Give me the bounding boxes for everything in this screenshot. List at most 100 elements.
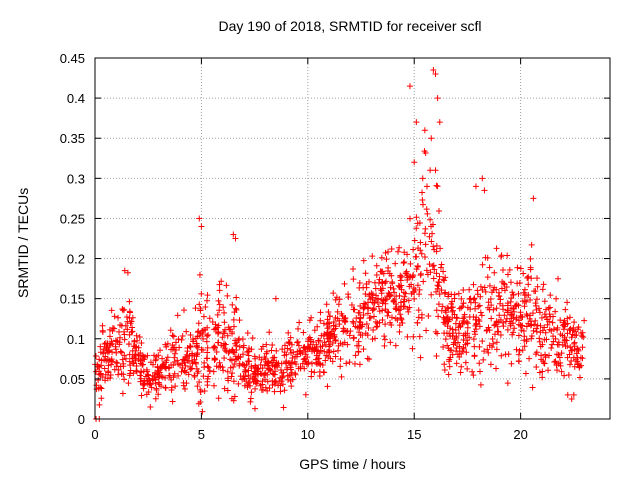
data-point	[394, 317, 401, 324]
data-point	[363, 281, 370, 288]
data-point	[540, 281, 547, 288]
data-point	[442, 307, 449, 314]
data-point	[270, 371, 277, 378]
data-point	[372, 296, 379, 303]
data-point	[262, 376, 269, 383]
data-point	[384, 268, 391, 275]
data-point	[334, 308, 341, 315]
data-point	[416, 291, 423, 298]
data-point	[193, 360, 200, 367]
data-point	[567, 344, 574, 351]
data-point	[241, 382, 248, 389]
data-point	[211, 355, 218, 362]
data-point	[223, 282, 230, 289]
data-point	[433, 182, 440, 189]
data-point	[513, 346, 520, 353]
data-point	[300, 329, 307, 336]
data-point	[106, 326, 113, 333]
data-point	[332, 296, 339, 303]
data-point	[324, 316, 331, 323]
data-point	[173, 346, 180, 353]
data-point	[536, 335, 543, 342]
data-point	[537, 322, 544, 329]
data-point	[350, 335, 357, 342]
data-point	[376, 276, 383, 283]
data-point	[102, 353, 109, 360]
data-point-outlier	[419, 175, 426, 182]
data-point	[338, 373, 345, 380]
data-point-outlier	[413, 119, 420, 126]
data-point	[347, 328, 354, 335]
data-point	[493, 339, 500, 346]
data-point	[341, 327, 348, 334]
data-point	[417, 272, 424, 279]
data-point	[361, 300, 368, 307]
y-tick-label: 0.2	[67, 252, 85, 267]
data-point	[180, 307, 187, 314]
data-point	[430, 243, 437, 250]
data-point	[515, 290, 522, 297]
data-point	[427, 167, 434, 174]
data-point	[476, 368, 483, 375]
data-point	[404, 272, 411, 279]
data-point	[485, 349, 492, 356]
data-point	[371, 313, 378, 320]
data-point	[262, 384, 269, 391]
data-point	[201, 387, 208, 394]
data-point	[283, 366, 290, 373]
data-point	[528, 321, 535, 328]
data-point	[193, 353, 200, 360]
data-point	[373, 323, 380, 330]
data-point	[105, 362, 112, 369]
data-point	[181, 386, 188, 393]
data-point	[214, 339, 221, 346]
data-point	[236, 317, 243, 324]
data-point	[140, 353, 147, 360]
data-point	[242, 368, 249, 375]
data-point	[194, 344, 201, 351]
data-point	[224, 292, 231, 299]
data-point	[485, 324, 492, 331]
data-point	[219, 364, 226, 371]
data-point	[417, 239, 424, 246]
data-point	[550, 313, 557, 320]
data-point	[575, 324, 582, 331]
data-point	[130, 360, 137, 367]
data-point	[461, 311, 468, 318]
data-point	[311, 327, 318, 334]
data-point	[564, 315, 571, 322]
data-point	[360, 346, 367, 353]
data-point	[527, 312, 534, 319]
data-point	[413, 266, 420, 273]
data-point	[391, 296, 398, 303]
data-point	[426, 233, 433, 240]
data-point	[453, 314, 460, 321]
data-point	[389, 278, 396, 285]
data-point	[357, 315, 364, 322]
data-point	[220, 304, 227, 311]
data-point	[92, 353, 99, 360]
data-point	[131, 353, 138, 360]
data-point	[487, 361, 494, 368]
data-point	[362, 330, 369, 337]
data-point	[150, 361, 157, 368]
data-point	[299, 360, 306, 367]
data-point	[327, 355, 334, 362]
data-point	[135, 352, 142, 359]
data-point	[121, 328, 128, 335]
data-point	[245, 345, 252, 352]
data-point	[539, 286, 546, 293]
data-point	[132, 344, 139, 351]
data-point	[472, 331, 479, 338]
data-point	[183, 353, 190, 360]
data-point	[231, 349, 238, 356]
data-point	[501, 287, 508, 294]
data-point	[390, 298, 397, 305]
data-point	[230, 323, 237, 330]
data-point	[306, 317, 313, 324]
data-point	[271, 388, 278, 395]
data-point	[239, 336, 246, 343]
data-point	[546, 304, 553, 311]
data-point	[230, 316, 237, 323]
data-point	[433, 242, 440, 249]
